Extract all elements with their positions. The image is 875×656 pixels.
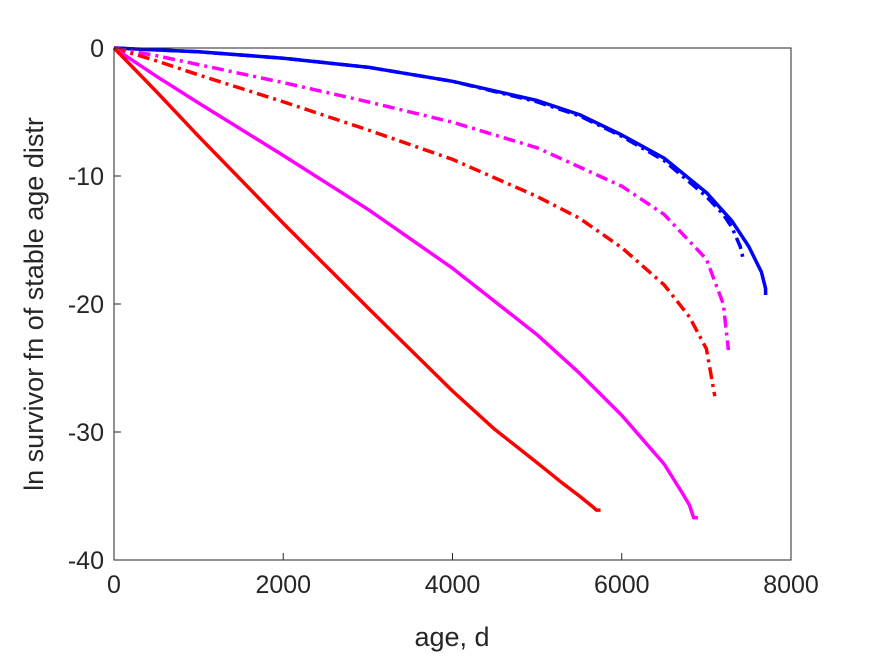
- x-axis-label: age, d: [414, 622, 489, 652]
- plot-area: [114, 48, 791, 560]
- series-line-5: [113, 46, 698, 520]
- x-tick-label: 4000: [425, 571, 481, 599]
- tick-layer: 0 2000 4000 6000 8000 0 -10 -20 -30 -40: [68, 35, 819, 599]
- y-axis-label: ln survivor fn of stable age distr: [19, 117, 49, 491]
- y-tick-label: -40: [68, 547, 104, 575]
- x-tick-label: 2000: [255, 571, 311, 599]
- x-tick-label: 8000: [763, 571, 819, 599]
- series-line-2: [113, 46, 746, 261]
- series-layer: [112, 46, 768, 520]
- y-tick-label: -30: [68, 419, 104, 447]
- y-tick-label: -10: [68, 163, 104, 191]
- series-line-6: [112, 46, 601, 512]
- y-tick-label: 0: [90, 35, 104, 63]
- series-line-3: [113, 46, 731, 351]
- y-tick-label: -20: [68, 291, 104, 319]
- x-tick-label: 6000: [594, 571, 650, 599]
- x-tick-label: 0: [107, 571, 121, 599]
